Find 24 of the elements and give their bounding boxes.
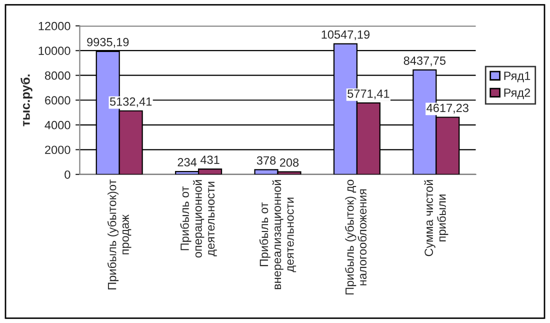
data-label: 4617,23 (426, 104, 468, 114)
y-tick-label: 4000 (44, 120, 70, 130)
data-label: 431 (200, 156, 220, 164)
data-label: 234 (178, 158, 197, 166)
y-tick-label: 8000 (44, 71, 70, 80)
y-tick-label: 0 (64, 170, 70, 179)
x-tick-label: Прибыль от операционной деятельности (180, 180, 217, 258)
legend-label: Ряд1 (504, 72, 530, 82)
data-label: 5132,41 (110, 97, 152, 108)
y-tick-label: 10000 (38, 46, 70, 55)
x-tick-label: Прибыль от внереализационной деятельности (259, 180, 296, 290)
x-tick-label: Прибыль (убыток)от продаж (107, 179, 132, 290)
y-axis-title: тыс.руб. (20, 74, 32, 126)
data-label: 378 (256, 156, 276, 165)
y-tick-label: 2000 (45, 146, 70, 154)
data-label: 10547,19 (322, 30, 370, 40)
x-tick-label: Сумма чистой прибыли (424, 180, 448, 256)
data-label: 208 (280, 158, 299, 167)
legend-label: Ряд2 (504, 88, 530, 100)
y-tick-label: 12000 (38, 22, 70, 30)
y-tick-label: 6000 (45, 96, 70, 105)
data-label: 5771,41 (348, 90, 390, 100)
data-label: 9935,19 (87, 38, 129, 48)
data-label: 8437,75 (404, 56, 446, 66)
